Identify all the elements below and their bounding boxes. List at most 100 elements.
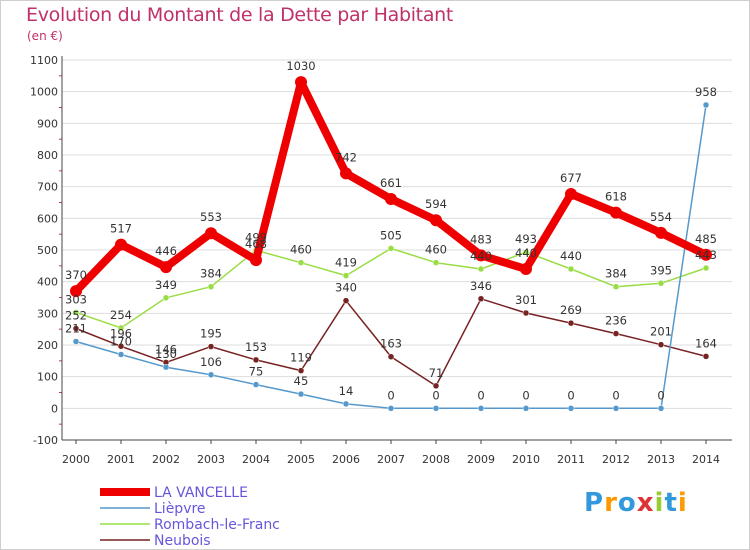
data-point (297, 367, 305, 374)
data-point (250, 254, 262, 267)
logo-letter: x (636, 488, 655, 518)
data-point (295, 76, 307, 89)
grid-lines (62, 59, 732, 441)
data-label: 196 (110, 326, 132, 340)
logo-letter: i (677, 488, 688, 518)
y-tick-label: 1000 (30, 86, 58, 99)
data-point (430, 214, 442, 227)
data-label: 517 (110, 222, 132, 236)
series-lines (70, 76, 712, 412)
data-point (432, 382, 440, 390)
data-point (207, 283, 215, 290)
x-tick-label: 2002 (152, 453, 180, 466)
legend-label: Lièpvre (154, 501, 206, 517)
x-tick-label: 2000 (62, 453, 90, 466)
data-label: 440 (560, 249, 582, 263)
legend: LA VANCELLELièpvreRombach-le-FrancNeuboi… (100, 485, 280, 549)
data-point (702, 264, 710, 272)
data-point (610, 206, 622, 219)
data-label: 164 (695, 336, 717, 350)
data-label: 384 (605, 267, 627, 281)
data-label: 499 (245, 230, 267, 244)
data-point (522, 405, 530, 412)
data-label: 106 (200, 355, 222, 369)
data-label: 505 (380, 228, 402, 242)
y-tick-label: 100 (37, 371, 58, 384)
data-point (657, 280, 665, 287)
data-point (342, 272, 350, 279)
logo-letter: P (584, 488, 605, 518)
data-point (612, 330, 620, 337)
data-point (72, 309, 80, 316)
data-label: 45 (294, 374, 309, 388)
data-point (340, 167, 352, 180)
data-point (567, 405, 575, 412)
data-label: 446 (155, 244, 177, 258)
data-label: 153 (245, 340, 267, 354)
data-point (567, 319, 575, 327)
logo-letter: t (664, 488, 678, 518)
data-label: 211 (65, 322, 87, 336)
legend-label: Rombach-le-Franc (154, 517, 280, 533)
data-label: 170 (110, 335, 132, 349)
data-label: 340 (335, 281, 357, 295)
data-label: 742 (335, 150, 357, 164)
data-point (520, 263, 532, 275)
data-point (432, 405, 440, 412)
data-label: 14 (339, 384, 354, 398)
y-tick-label: 400 (37, 276, 58, 289)
data-label: 0 (522, 388, 529, 402)
y-tick-label: 500 (37, 244, 58, 257)
data-point (252, 381, 260, 388)
data-label: 0 (567, 388, 574, 402)
x-tick-label: 2003 (197, 453, 225, 466)
data-label: 349 (155, 278, 177, 292)
data-label: 443 (695, 248, 717, 262)
data-point (475, 249, 487, 262)
data-point (522, 309, 530, 317)
logo-letter: i (654, 488, 665, 518)
data-point (387, 405, 395, 412)
data-point (117, 343, 125, 350)
data-point (342, 400, 350, 408)
y-tick-label: 300 (37, 307, 58, 320)
chart-title: Evolution du Montant de la Dette par Hab… (26, 4, 454, 26)
data-point (702, 353, 710, 360)
x-tick-label: 2011 (557, 453, 585, 466)
data-point (72, 325, 80, 332)
legend-label: LA VANCELLE (154, 485, 248, 501)
data-label: 146 (155, 342, 177, 356)
data-point (477, 405, 485, 412)
proxiti-logo: Proxiti (584, 488, 688, 518)
legend-label: Neubois (154, 533, 211, 549)
data-label: 236 (605, 314, 627, 328)
data-point (162, 363, 170, 371)
y-tick-label: 1100 (30, 54, 58, 67)
data-point (297, 259, 305, 266)
data-label: 0 (477, 388, 484, 402)
data-point (70, 285, 82, 298)
data-point (477, 295, 485, 303)
data-point (612, 283, 620, 290)
data-label: 252 (65, 309, 87, 323)
data-point (162, 294, 170, 302)
data-label: 163 (380, 337, 402, 351)
x-tick-label: 2004 (242, 453, 270, 466)
data-label: 254 (110, 308, 132, 322)
data-label: 195 (200, 327, 222, 341)
data-label: 370 (65, 268, 87, 282)
data-label: 493 (515, 232, 537, 246)
data-point (387, 245, 395, 252)
data-point (655, 226, 667, 239)
data-label: 0 (432, 388, 439, 402)
data-point (252, 356, 260, 364)
data-label: 460 (290, 243, 312, 257)
y-tick-label: 200 (37, 339, 58, 352)
data-label: 677 (560, 171, 582, 185)
data-point (205, 227, 217, 240)
chart-unit: (en €) (27, 29, 63, 43)
y-tick-label: 0 (51, 402, 58, 415)
data-label: 661 (380, 176, 402, 190)
data-point (477, 265, 485, 273)
data-point (297, 390, 305, 398)
